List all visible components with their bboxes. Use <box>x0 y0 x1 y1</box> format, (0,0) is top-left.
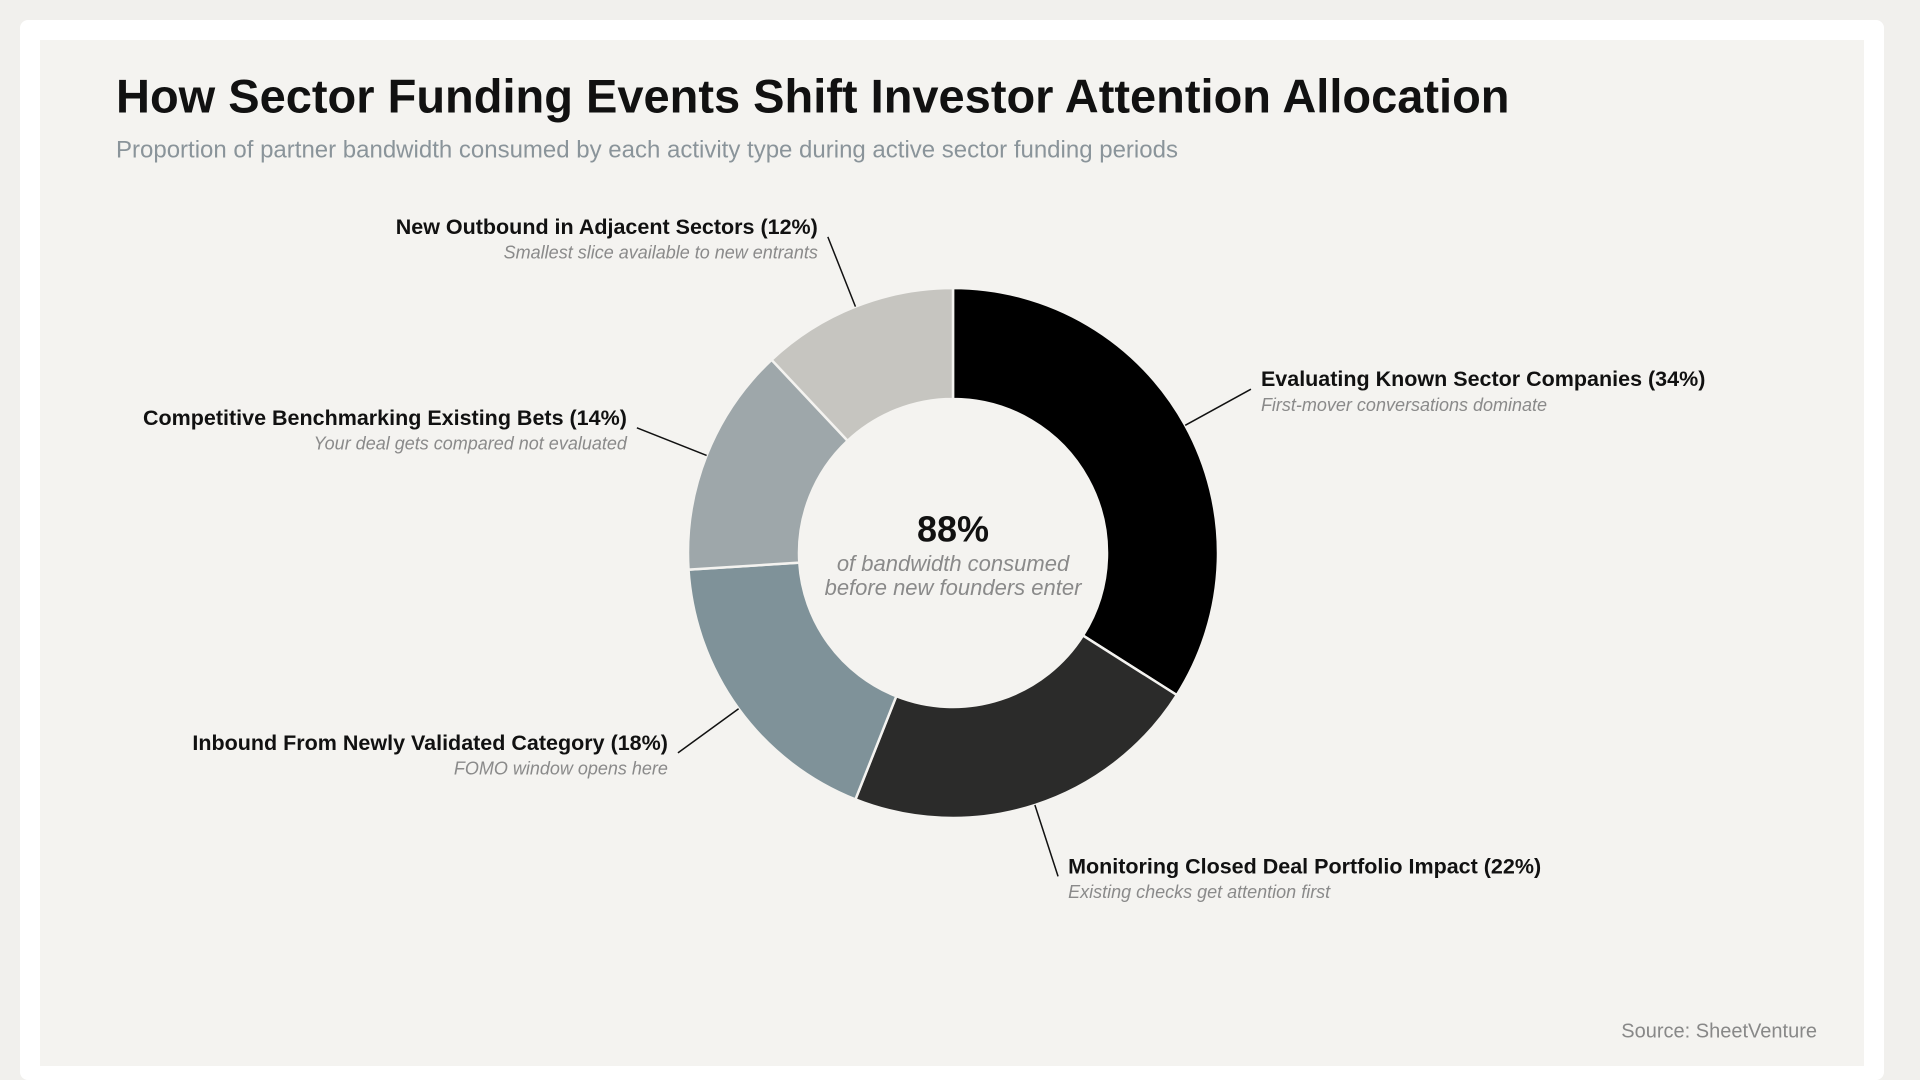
slice-note: Smallest slice available to new entrants <box>504 243 818 263</box>
donut-slice <box>769 286 955 443</box>
slice-label: Competitive Benchmarking Existing Bets (… <box>143 406 627 430</box>
leader-line <box>677 708 740 754</box>
slice-label: Inbound From Newly Validated Category (1… <box>192 731 668 755</box>
center-caption: before new founders enter <box>825 575 1084 600</box>
slice-value-label: (14%) <box>570 406 627 430</box>
donut-slice <box>951 286 1220 697</box>
slice-label: New Outbound in Adjacent Sectors (12%) <box>396 215 818 239</box>
slice-note: First-mover conversations dominate <box>1261 395 1547 415</box>
donut-slice <box>687 561 898 802</box>
chart-title: How Sector Funding Events Shift Investor… <box>116 69 1510 122</box>
chart-subtitle: Proportion of partner bandwidth consumed… <box>116 136 1178 163</box>
slice-value-label: (34%) <box>1648 367 1705 391</box>
slice-note: FOMO window opens here <box>454 759 668 779</box>
slice-value-label: (18%) <box>611 731 668 755</box>
panel <box>40 40 1864 1066</box>
leader-line <box>1034 804 1059 877</box>
slice-note: Your deal gets compared not evaluated <box>314 434 628 454</box>
slice-category: Monitoring Closed Deal Portfolio Impact <box>1068 854 1478 878</box>
leader-line <box>1184 388 1252 426</box>
donut-slice <box>853 633 1179 820</box>
slice-value-label: (12%) <box>760 215 817 239</box>
slice-label: Monitoring Closed Deal Portfolio Impact … <box>1068 854 1541 878</box>
slice-category: Inbound From Newly Validated Category <box>192 731 604 755</box>
slice-category: Evaluating Known Sector Companies <box>1261 367 1642 391</box>
leader-line <box>636 427 707 457</box>
center-label: 88% <box>917 509 989 550</box>
leader-line <box>827 236 857 307</box>
slice-category: New Outbound in Adjacent Sectors <box>396 215 755 239</box>
slice-label: Evaluating Known Sector Companies (34%) <box>1261 367 1705 391</box>
center-caption: of bandwidth consumed <box>837 551 1070 576</box>
slice-note: Existing checks get attention first <box>1068 882 1331 902</box>
slice-category: Competitive Benchmarking Existing Bets <box>143 406 564 430</box>
slice-value-label: (22%) <box>1484 854 1541 878</box>
source: Source: SheetVenture <box>1621 1020 1817 1042</box>
